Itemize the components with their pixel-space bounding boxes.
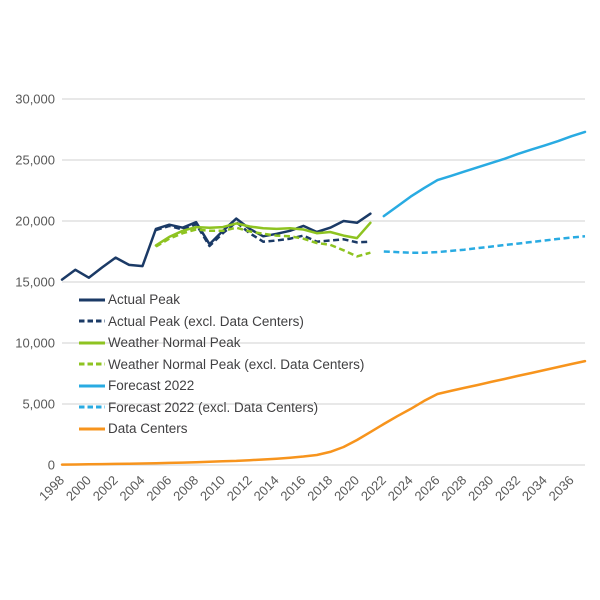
x-axis-tick-label: 2026 [412,473,443,504]
legend-line-swatch [79,384,105,388]
legend-line-swatch [79,298,105,302]
legend-label: Weather Normal Peak (excl. Data Centers) [108,356,365,372]
x-axis-tick-label: 2020 [331,473,362,504]
legend-line-swatch [79,405,105,409]
y-axis-tick-label: 20,000 [15,214,55,229]
x-axis-tick-label: 2014 [251,473,282,504]
x-axis-tick-label: 2034 [519,473,550,504]
legend-item: Actual Peak [79,289,364,311]
legend-label: Actual Peak (excl. Data Centers) [108,313,304,329]
x-axis-tick-label: 2028 [438,473,469,504]
x-axis-tick-label: 2024 [385,473,416,504]
legend-line-swatch [79,362,105,366]
series-line-data-centers [60,359,587,466]
x-axis-tick-label: 2030 [465,473,496,504]
series-line-forecast-2022 [382,130,587,218]
legend-label: Data Centers [108,421,188,437]
y-axis-tick-label: 15,000 [15,275,55,290]
x-axis-tick-label: 2010 [197,473,228,504]
y-axis-tick-label: 5,000 [22,397,55,412]
y-axis-tick-label: 0 [48,458,55,473]
legend-item: Forecast 2022 (excl. Data Centers) [79,397,364,419]
x-axis-tick-label: 2016 [277,473,308,504]
legend-label: Forecast 2022 (excl. Data Centers) [108,399,319,415]
x-axis-tick-label: 2002 [90,473,121,504]
legend-label: Actual Peak [108,292,181,308]
y-axis-tick-label: 10,000 [15,336,55,351]
legend-line-swatch [79,341,105,345]
legend-line-swatch [79,427,105,431]
legend-label: Weather Normal Peak [108,335,241,351]
x-axis-tick-label: 2012 [224,473,255,504]
x-axis-tick-label: 2006 [143,473,174,504]
series-line-weather-normal-peak [154,221,372,247]
legend-label: Forecast 2022 [108,378,195,394]
y-axis-tick-label: 30,000 [15,92,55,107]
legend-item: Actual Peak (excl. Data Centers) [79,311,364,333]
legend-item: Data Centers [79,418,364,440]
y-axis-tick-label: 25,000 [15,153,55,168]
series-line-forecast-2022-excl-data-centers [383,235,586,254]
x-axis-tick-label: 2000 [63,473,94,504]
x-axis-tick-label: 2004 [117,473,148,504]
x-axis-tick-label: 2018 [304,473,335,504]
x-axis-tick-label: 2036 [546,473,577,504]
x-axis-tick-label: 1998 [36,473,67,504]
series-line-actual-peak [60,212,372,281]
x-axis-tick-label: 2008 [170,473,201,504]
chart-legend: Actual Peak Actual Peak (excl. Data Cente… [79,289,364,440]
legend-line-swatch [79,319,105,323]
x-axis-tick-label: 2032 [492,473,523,504]
legend-item: Weather Normal Peak [79,332,364,354]
series-line-actual-peak-excl-data-centers [155,220,371,248]
x-axis-tick-label: 2022 [358,473,389,504]
series-line-weather-normal-peak-excl-data-centers [155,226,371,258]
legend-item: Weather Normal Peak (excl. Data Centers) [79,354,364,376]
legend-item: Forecast 2022 [79,375,364,397]
